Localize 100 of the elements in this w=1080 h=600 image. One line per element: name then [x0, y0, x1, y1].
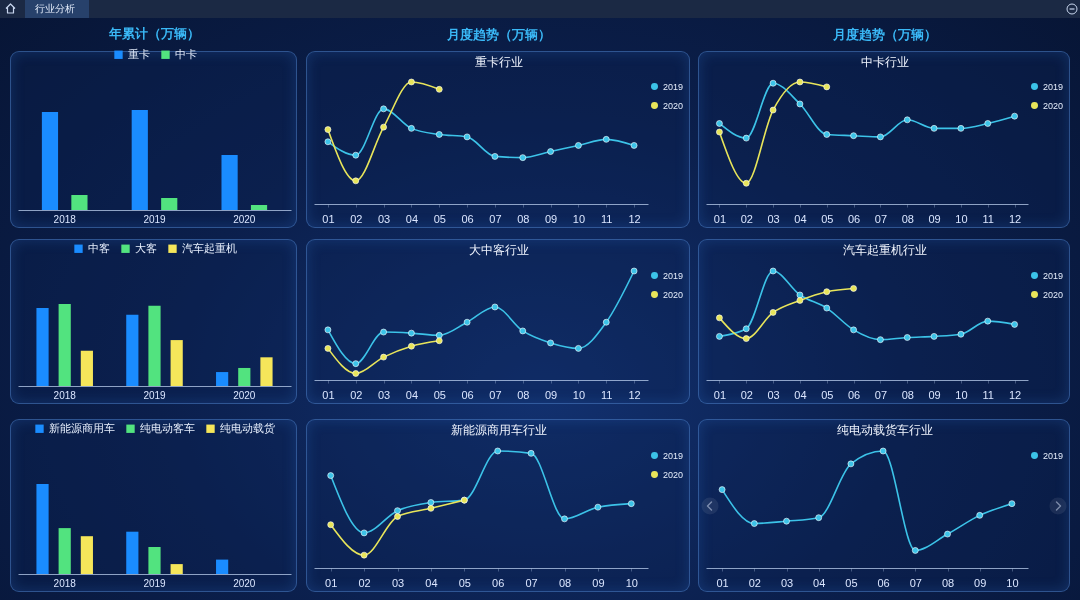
point	[783, 517, 790, 525]
chart-title: 大中客行业	[469, 242, 529, 257]
point	[769, 309, 777, 316]
x-tick-label: 12	[628, 388, 641, 401]
x-tick-label: 09	[928, 388, 941, 401]
x-tick-label: 11	[601, 388, 613, 401]
legend-label: 2020	[663, 289, 684, 300]
x-tick-label: 05	[433, 388, 446, 401]
bar	[58, 304, 71, 386]
legend-label: 2020	[1043, 100, 1064, 111]
point	[547, 148, 554, 155]
point	[823, 131, 831, 138]
point	[630, 142, 638, 149]
point	[547, 339, 554, 347]
point	[930, 125, 938, 132]
bar	[250, 205, 268, 210]
x-tick-label: 2018	[53, 389, 77, 401]
chart-subtitle: 中卡行业	[861, 54, 909, 69]
legend-label: 2019	[1043, 270, 1064, 281]
x-tick-label: 07	[909, 576, 922, 589]
point	[352, 360, 360, 367]
legend-label: 新能源商用车	[49, 421, 115, 434]
point	[435, 332, 443, 339]
x-tick-label: 02	[740, 388, 753, 401]
point	[796, 291, 804, 299]
point	[324, 126, 332, 133]
bar	[260, 357, 273, 386]
x-tick-label: 07	[489, 388, 502, 401]
point	[435, 86, 443, 93]
point	[957, 330, 965, 338]
point	[718, 486, 726, 493]
point	[877, 133, 884, 141]
chart-title: 月度趋势（万辆）	[446, 26, 551, 42]
legend-label: 2019	[663, 81, 684, 92]
chart-title: 新能源商用车行业	[451, 422, 547, 437]
point	[823, 83, 831, 91]
x-tick-label: 05	[458, 576, 471, 589]
x-tick-label: 02	[350, 388, 363, 401]
point	[742, 134, 750, 142]
point	[561, 515, 568, 523]
bar	[36, 484, 49, 574]
legend-label: 2020	[1043, 289, 1064, 300]
point	[716, 314, 723, 322]
point	[877, 336, 884, 343]
x-tick-label: 01	[325, 576, 338, 589]
point	[751, 520, 758, 527]
point	[850, 326, 857, 334]
point	[903, 116, 911, 124]
x-tick-label: 01	[322, 388, 335, 401]
legend-label: 重卡	[128, 47, 150, 60]
legend-label: 汽车起重机	[182, 241, 237, 254]
bar	[131, 110, 148, 210]
x-tick-label: 07	[525, 576, 538, 589]
x-tick-label: 02	[740, 212, 753, 225]
point	[352, 370, 360, 377]
bar	[161, 198, 178, 210]
point	[769, 106, 777, 114]
x-tick-label: 10	[625, 576, 638, 589]
point	[944, 530, 951, 538]
x-tick-label: 04	[405, 212, 419, 225]
point	[380, 328, 387, 336]
point	[408, 329, 415, 337]
point	[427, 499, 435, 506]
point	[491, 153, 499, 160]
x-tick-label: 07	[874, 388, 888, 401]
point	[352, 177, 360, 185]
x-tick-label: 06	[847, 212, 861, 225]
x-tick-label: 05	[845, 576, 858, 589]
point	[879, 447, 887, 455]
x-tick-label: 2018	[53, 577, 77, 589]
point	[327, 472, 334, 479]
point	[1011, 112, 1018, 120]
x-tick-label: 12	[1008, 212, 1022, 225]
x-tick-label: 09	[544, 388, 558, 401]
point	[930, 333, 938, 340]
x-tick-label: 05	[821, 212, 834, 225]
point	[796, 297, 804, 304]
legend-label: 大客	[135, 241, 157, 254]
point	[823, 304, 831, 312]
x-tick-label: 06	[461, 388, 474, 401]
x-tick-label: 2019	[143, 577, 167, 589]
bar	[216, 372, 229, 386]
x-tick-label: 10	[1006, 576, 1019, 589]
x-tick-label: 03	[377, 388, 391, 401]
point	[957, 125, 965, 132]
point	[380, 353, 387, 361]
point	[850, 285, 857, 292]
point	[984, 317, 992, 325]
point	[360, 529, 368, 537]
legend-label: 2019	[663, 450, 684, 461]
x-tick-label: 05	[433, 212, 446, 225]
x-tick-label: 07	[874, 212, 888, 225]
point	[716, 120, 723, 127]
point	[769, 79, 777, 87]
x-tick-label: 04	[425, 576, 438, 589]
x-tick-label: 02	[358, 576, 371, 589]
bar	[148, 305, 161, 386]
x-tick-label: 09	[592, 576, 605, 589]
point	[380, 105, 387, 113]
bar	[216, 559, 229, 574]
